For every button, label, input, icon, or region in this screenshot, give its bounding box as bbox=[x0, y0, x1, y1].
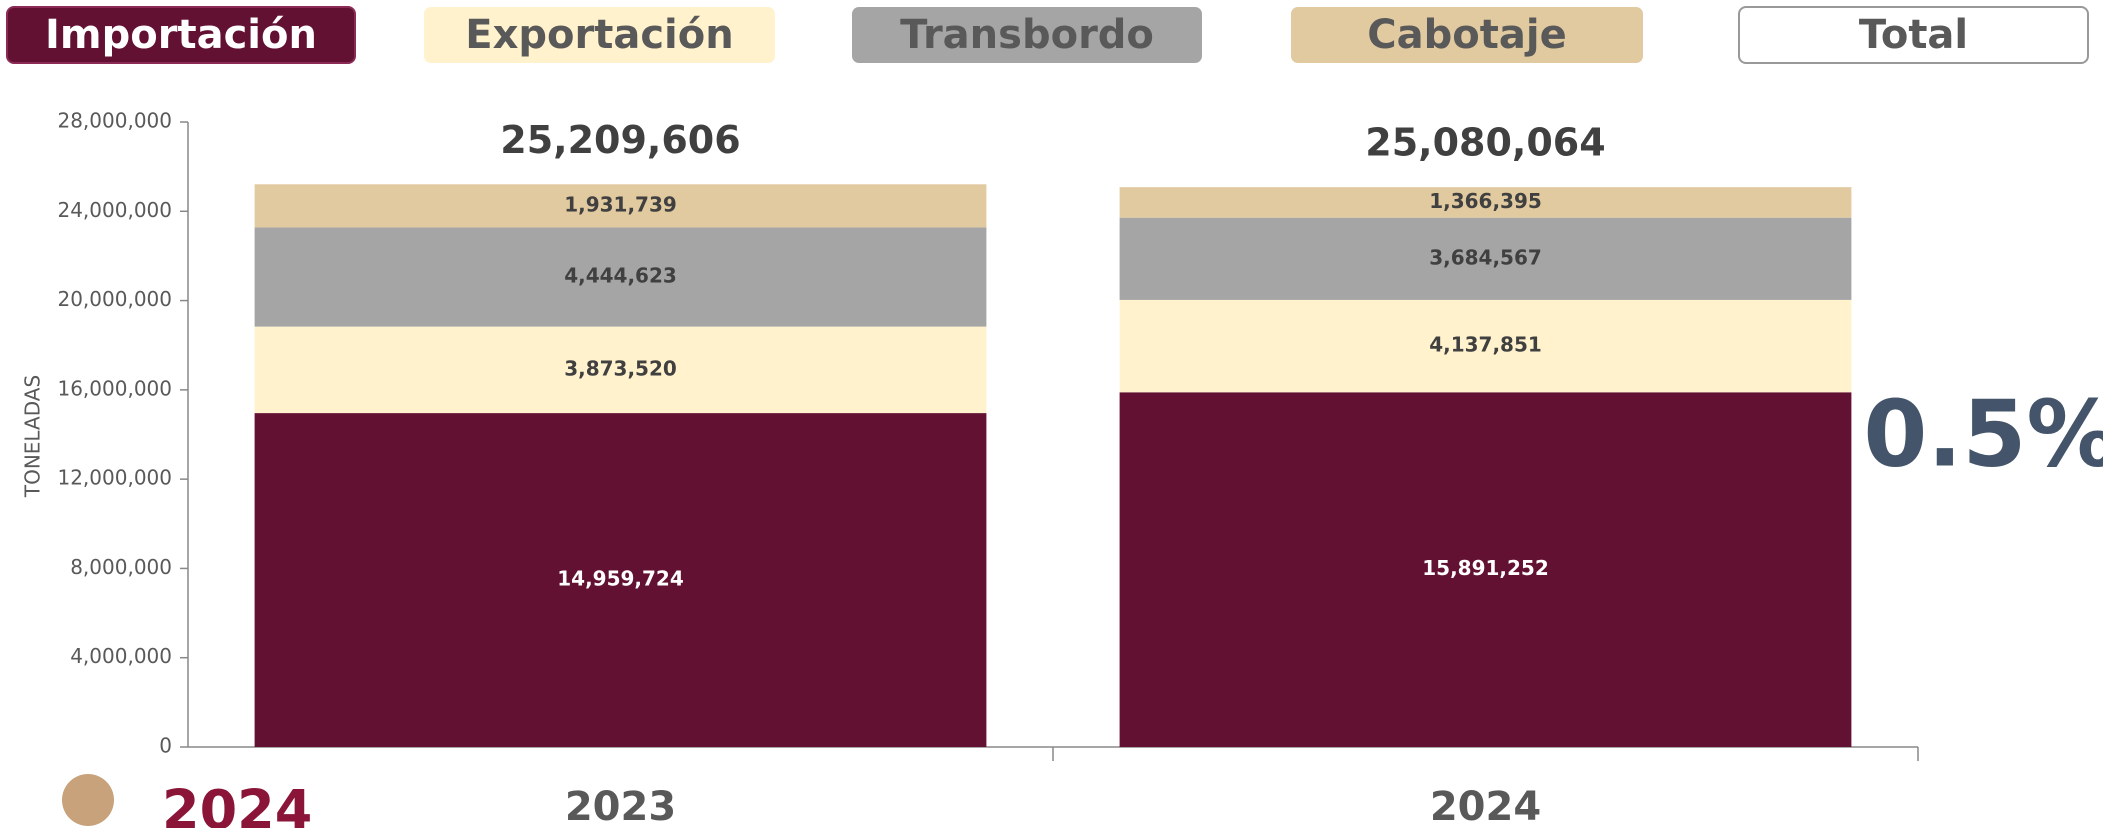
x-tick-label: 2023 bbox=[565, 784, 676, 828]
logo-figure bbox=[62, 774, 114, 826]
total-label: 25,209,606 bbox=[500, 118, 740, 162]
y-tick-label: 8,000,000 bbox=[70, 555, 172, 579]
y-tick-label: 0 bbox=[159, 734, 172, 758]
logo: 2024 bbox=[162, 779, 312, 828]
bar-segment bbox=[1119, 392, 1852, 747]
legend-button[interactable] bbox=[1291, 7, 1643, 63]
x-tick-label: 2024 bbox=[1430, 784, 1541, 828]
bar-segment bbox=[1119, 299, 1852, 393]
bar-segment bbox=[254, 413, 987, 747]
legend-button[interactable] bbox=[6, 6, 356, 64]
total-label: 25,080,064 bbox=[1365, 121, 1605, 165]
annotation: 0.5% bbox=[1863, 380, 2103, 487]
y-tick-label: 24,000,000 bbox=[57, 198, 172, 222]
data-label: 14,959,724 bbox=[557, 567, 684, 591]
data-label: 1,931,739 bbox=[564, 192, 677, 216]
data-label: 1,366,395 bbox=[1429, 189, 1542, 213]
bar-segment bbox=[254, 326, 987, 414]
legend-label[interactable]: Transbordo bbox=[900, 12, 1154, 58]
data-label: 4,444,623 bbox=[564, 264, 677, 288]
data-label: 3,873,520 bbox=[564, 356, 677, 380]
y-tick-label: 20,000,000 bbox=[57, 287, 172, 311]
y-tick-label: 4,000,000 bbox=[70, 644, 172, 668]
bar-segment bbox=[254, 227, 987, 327]
data-label: 4,137,851 bbox=[1429, 333, 1542, 357]
data-label: 15,891,252 bbox=[1422, 556, 1549, 580]
y-tick-label: 12,000,000 bbox=[57, 466, 172, 490]
bar-segment bbox=[254, 184, 987, 228]
legend-label[interactable]: Cabotaje bbox=[1367, 12, 1566, 58]
bar-segment bbox=[1119, 187, 1852, 218]
y-tick-label: 28,000,000 bbox=[57, 109, 172, 133]
legend-button[interactable] bbox=[1738, 6, 2089, 64]
legend-button[interactable] bbox=[424, 7, 775, 63]
legend-label[interactable]: Exportación bbox=[465, 12, 733, 58]
y-axis-label: TONELADAS bbox=[21, 375, 45, 498]
legend-button[interactable] bbox=[852, 7, 1202, 63]
legend-label[interactable]: Importación bbox=[45, 12, 317, 58]
data-label: 3,684,567 bbox=[1429, 245, 1542, 269]
y-tick-label: 16,000,000 bbox=[57, 376, 172, 400]
legend-label[interactable]: Total bbox=[1859, 12, 1968, 58]
bar-segment bbox=[1119, 217, 1852, 300]
